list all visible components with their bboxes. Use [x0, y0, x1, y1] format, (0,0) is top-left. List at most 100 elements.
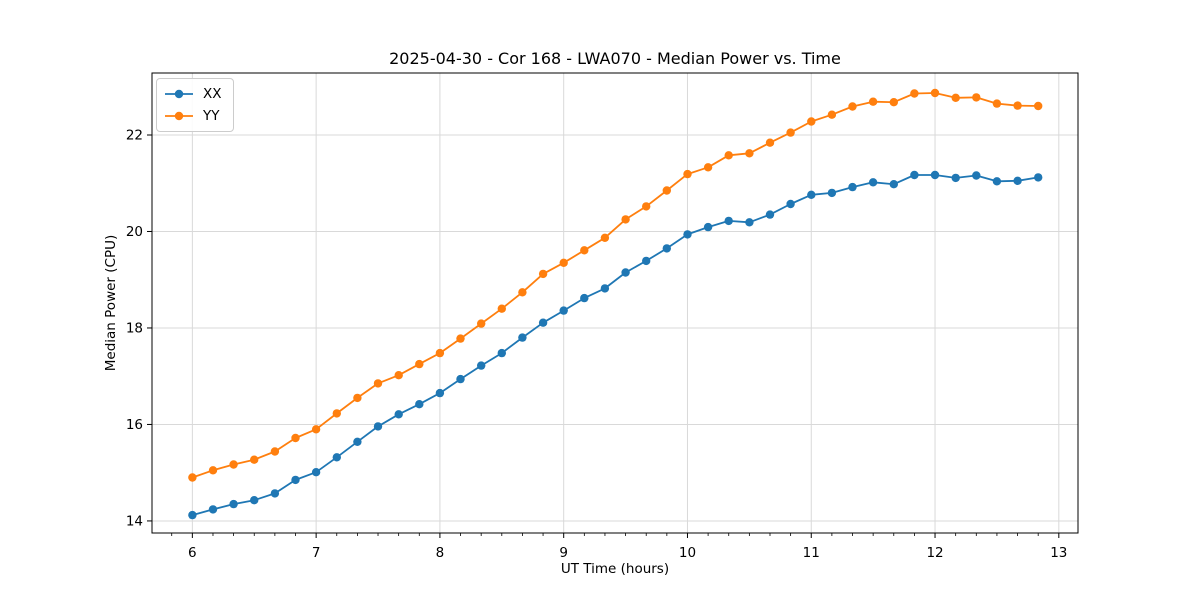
- y-tick-label: 22: [126, 127, 143, 143]
- series-xx-marker: [683, 230, 692, 239]
- series-xx-marker: [889, 180, 898, 189]
- series-yy-marker: [600, 233, 610, 242]
- series-xx-marker: [662, 244, 671, 253]
- series-yy-line: [191, 92, 1040, 479]
- chart-title: 2025-04-30 - Cor 168 - LWA070 - Median P…: [389, 49, 841, 68]
- x-axis-label: UT Time (hours): [560, 561, 670, 577]
- series-xx-marker: [250, 496, 259, 505]
- x-tick-label: 6: [188, 545, 197, 561]
- series-yy-marker: [910, 89, 919, 98]
- y-tick-label: 16: [126, 417, 143, 433]
- series-xx-marker: [456, 374, 465, 384]
- series-yy-marker: [662, 186, 671, 195]
- series-xx-marker: [765, 210, 775, 219]
- series-yy-marker: [807, 117, 816, 126]
- x-tick-label: 9: [559, 545, 568, 561]
- series-xx-marker: [1034, 173, 1043, 182]
- series-yy-marker: [394, 371, 403, 380]
- legend-label-yy: YY: [203, 108, 220, 124]
- series-xx-marker: [518, 333, 527, 342]
- series-xx-marker: [415, 400, 424, 409]
- legend: XX YY: [156, 78, 234, 132]
- series-xx-marker: [930, 170, 940, 180]
- series-xx-marker: [642, 256, 651, 266]
- series-xx-marker: [745, 218, 754, 227]
- y-tick-label: 18: [126, 320, 143, 336]
- series-yy-marker: [291, 433, 300, 443]
- x-tick-label: 7: [312, 545, 321, 561]
- series-xx-marker: [373, 422, 383, 431]
- series-xx-marker: [807, 190, 816, 199]
- series-xx-marker: [580, 293, 589, 303]
- series-yy-marker: [827, 110, 837, 119]
- series-yy-marker: [373, 379, 383, 388]
- legend-item-xx: XX: [164, 84, 222, 104]
- x-tick-label: 12: [926, 545, 943, 561]
- series-yy-marker: [580, 246, 589, 255]
- series-yy-marker: [765, 138, 775, 147]
- series-xx-marker: [951, 173, 960, 183]
- series-yy-marker: [848, 102, 857, 111]
- series-xx-marker: [910, 170, 919, 180]
- y-tick-label: 20: [126, 224, 143, 240]
- series-xx-marker: [992, 177, 1002, 186]
- series-yy-marker: [435, 348, 445, 358]
- y-axis-label: Median Power (CPU): [103, 234, 119, 372]
- legend-label-xx: XX: [203, 86, 222, 102]
- series-xx-marker: [353, 437, 362, 446]
- series-yy-marker: [621, 215, 630, 224]
- series-yy-marker: [311, 425, 321, 434]
- series-xx-marker: [786, 199, 795, 209]
- plot-border: [151, 72, 1079, 534]
- series-yy-marker: [270, 447, 280, 456]
- series-xx-marker: [497, 348, 506, 358]
- series-xx-marker: [188, 510, 197, 520]
- series-xx-marker: [291, 475, 300, 485]
- series-xx-marker: [559, 306, 568, 315]
- series-xx-marker: [1013, 176, 1022, 185]
- series-yy-marker: [889, 98, 898, 107]
- series-yy-marker: [951, 93, 960, 103]
- series-yy-marker: [1034, 101, 1043, 111]
- series-yy-marker: [992, 99, 1002, 108]
- series-xx-marker: [621, 268, 630, 277]
- y-tick-label: 14: [126, 513, 143, 529]
- series-xx-marker: [724, 216, 733, 226]
- series-xx-marker: [868, 178, 878, 187]
- series-xx-line: [191, 174, 1040, 516]
- series-xx-marker: [270, 489, 280, 498]
- series-xx-marker: [477, 361, 486, 370]
- series-xx-marker: [229, 499, 238, 509]
- series-xx-marker: [600, 284, 610, 293]
- x-tick-label: 10: [679, 545, 696, 561]
- series-xx-marker: [435, 388, 445, 398]
- series-yy-marker: [642, 202, 651, 211]
- series-yy-marker: [353, 393, 362, 403]
- legend-item-yy: YY: [164, 106, 222, 126]
- x-tick-label: 8: [436, 545, 445, 561]
- series-xx-marker: [311, 468, 321, 477]
- series-yy-marker: [868, 97, 878, 106]
- series-yy-marker: [972, 93, 981, 102]
- series-yy-marker: [745, 149, 754, 158]
- series-yy-marker: [456, 334, 465, 343]
- legend-marker-icon: [174, 111, 184, 121]
- series-xx-marker: [703, 222, 713, 232]
- series-xx-marker: [827, 188, 837, 198]
- series-yy-marker: [559, 258, 568, 267]
- series-yy-marker: [188, 473, 197, 482]
- series-yy-marker: [332, 409, 341, 418]
- series-yy-marker: [229, 460, 238, 469]
- series-yy-marker: [724, 151, 733, 160]
- series-xx-marker: [972, 171, 981, 180]
- series-yy-marker: [415, 359, 424, 369]
- series-yy-marker: [683, 169, 692, 179]
- series-xx-marker: [538, 318, 548, 327]
- x-tick-label: 13: [1050, 545, 1067, 561]
- series-yy-marker: [538, 269, 548, 279]
- series-xx-marker: [332, 453, 341, 462]
- series-xx-marker: [208, 505, 218, 514]
- series-yy-marker: [518, 288, 527, 297]
